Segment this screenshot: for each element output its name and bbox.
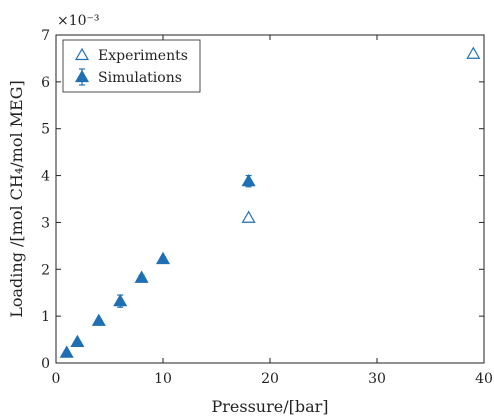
x-axis-label: Pressure/[bar] (211, 397, 328, 416)
legend-box (62, 39, 201, 93)
simulation-point (155, 251, 171, 265)
simulation-point (59, 345, 74, 358)
y-tick-label: 4 (41, 169, 50, 185)
x-tick-label: 30 (368, 371, 386, 387)
data-marks (59, 46, 481, 358)
legend-label: Experiments (98, 48, 188, 64)
y-tick-label: 2 (41, 262, 50, 278)
legend: Experiments Simulations (62, 39, 201, 93)
legend-entries: Experiments Simulations (74, 47, 188, 86)
y-axis-label: Loading /[mol CH₄/mol MEG] (7, 80, 26, 318)
simulation-point (91, 313, 106, 326)
simulation-point (70, 334, 85, 348)
simulation-point (241, 173, 256, 187)
legend-experiment-marker (74, 47, 90, 61)
experiment-point (241, 210, 256, 223)
x-tick-label: 20 (261, 371, 279, 387)
experiment-point (466, 46, 481, 59)
y-tick-label: 6 (41, 75, 50, 91)
legend-label: Simulations (98, 70, 182, 86)
simulation-point (113, 293, 128, 307)
axes-box (55, 34, 485, 364)
y-tick-label: 7 (41, 28, 50, 44)
x-tick-label: 0 (52, 371, 61, 387)
y-tick-label: 5 (41, 122, 50, 138)
y-tick-label: 0 (41, 356, 50, 372)
x-tick-label: 10 (154, 371, 172, 387)
x-tick-label: 40 (475, 371, 493, 387)
y-tick-label: 1 (41, 309, 50, 325)
y-tick-label: 3 (41, 215, 50, 231)
legend-simulation-marker (74, 69, 90, 83)
simulation-point (134, 270, 149, 283)
y-exponent-label: ×10⁻³ (57, 13, 100, 29)
ticks: 0 10 20 30 40 0 1 2 3 4 5 6 7 (41, 28, 493, 387)
